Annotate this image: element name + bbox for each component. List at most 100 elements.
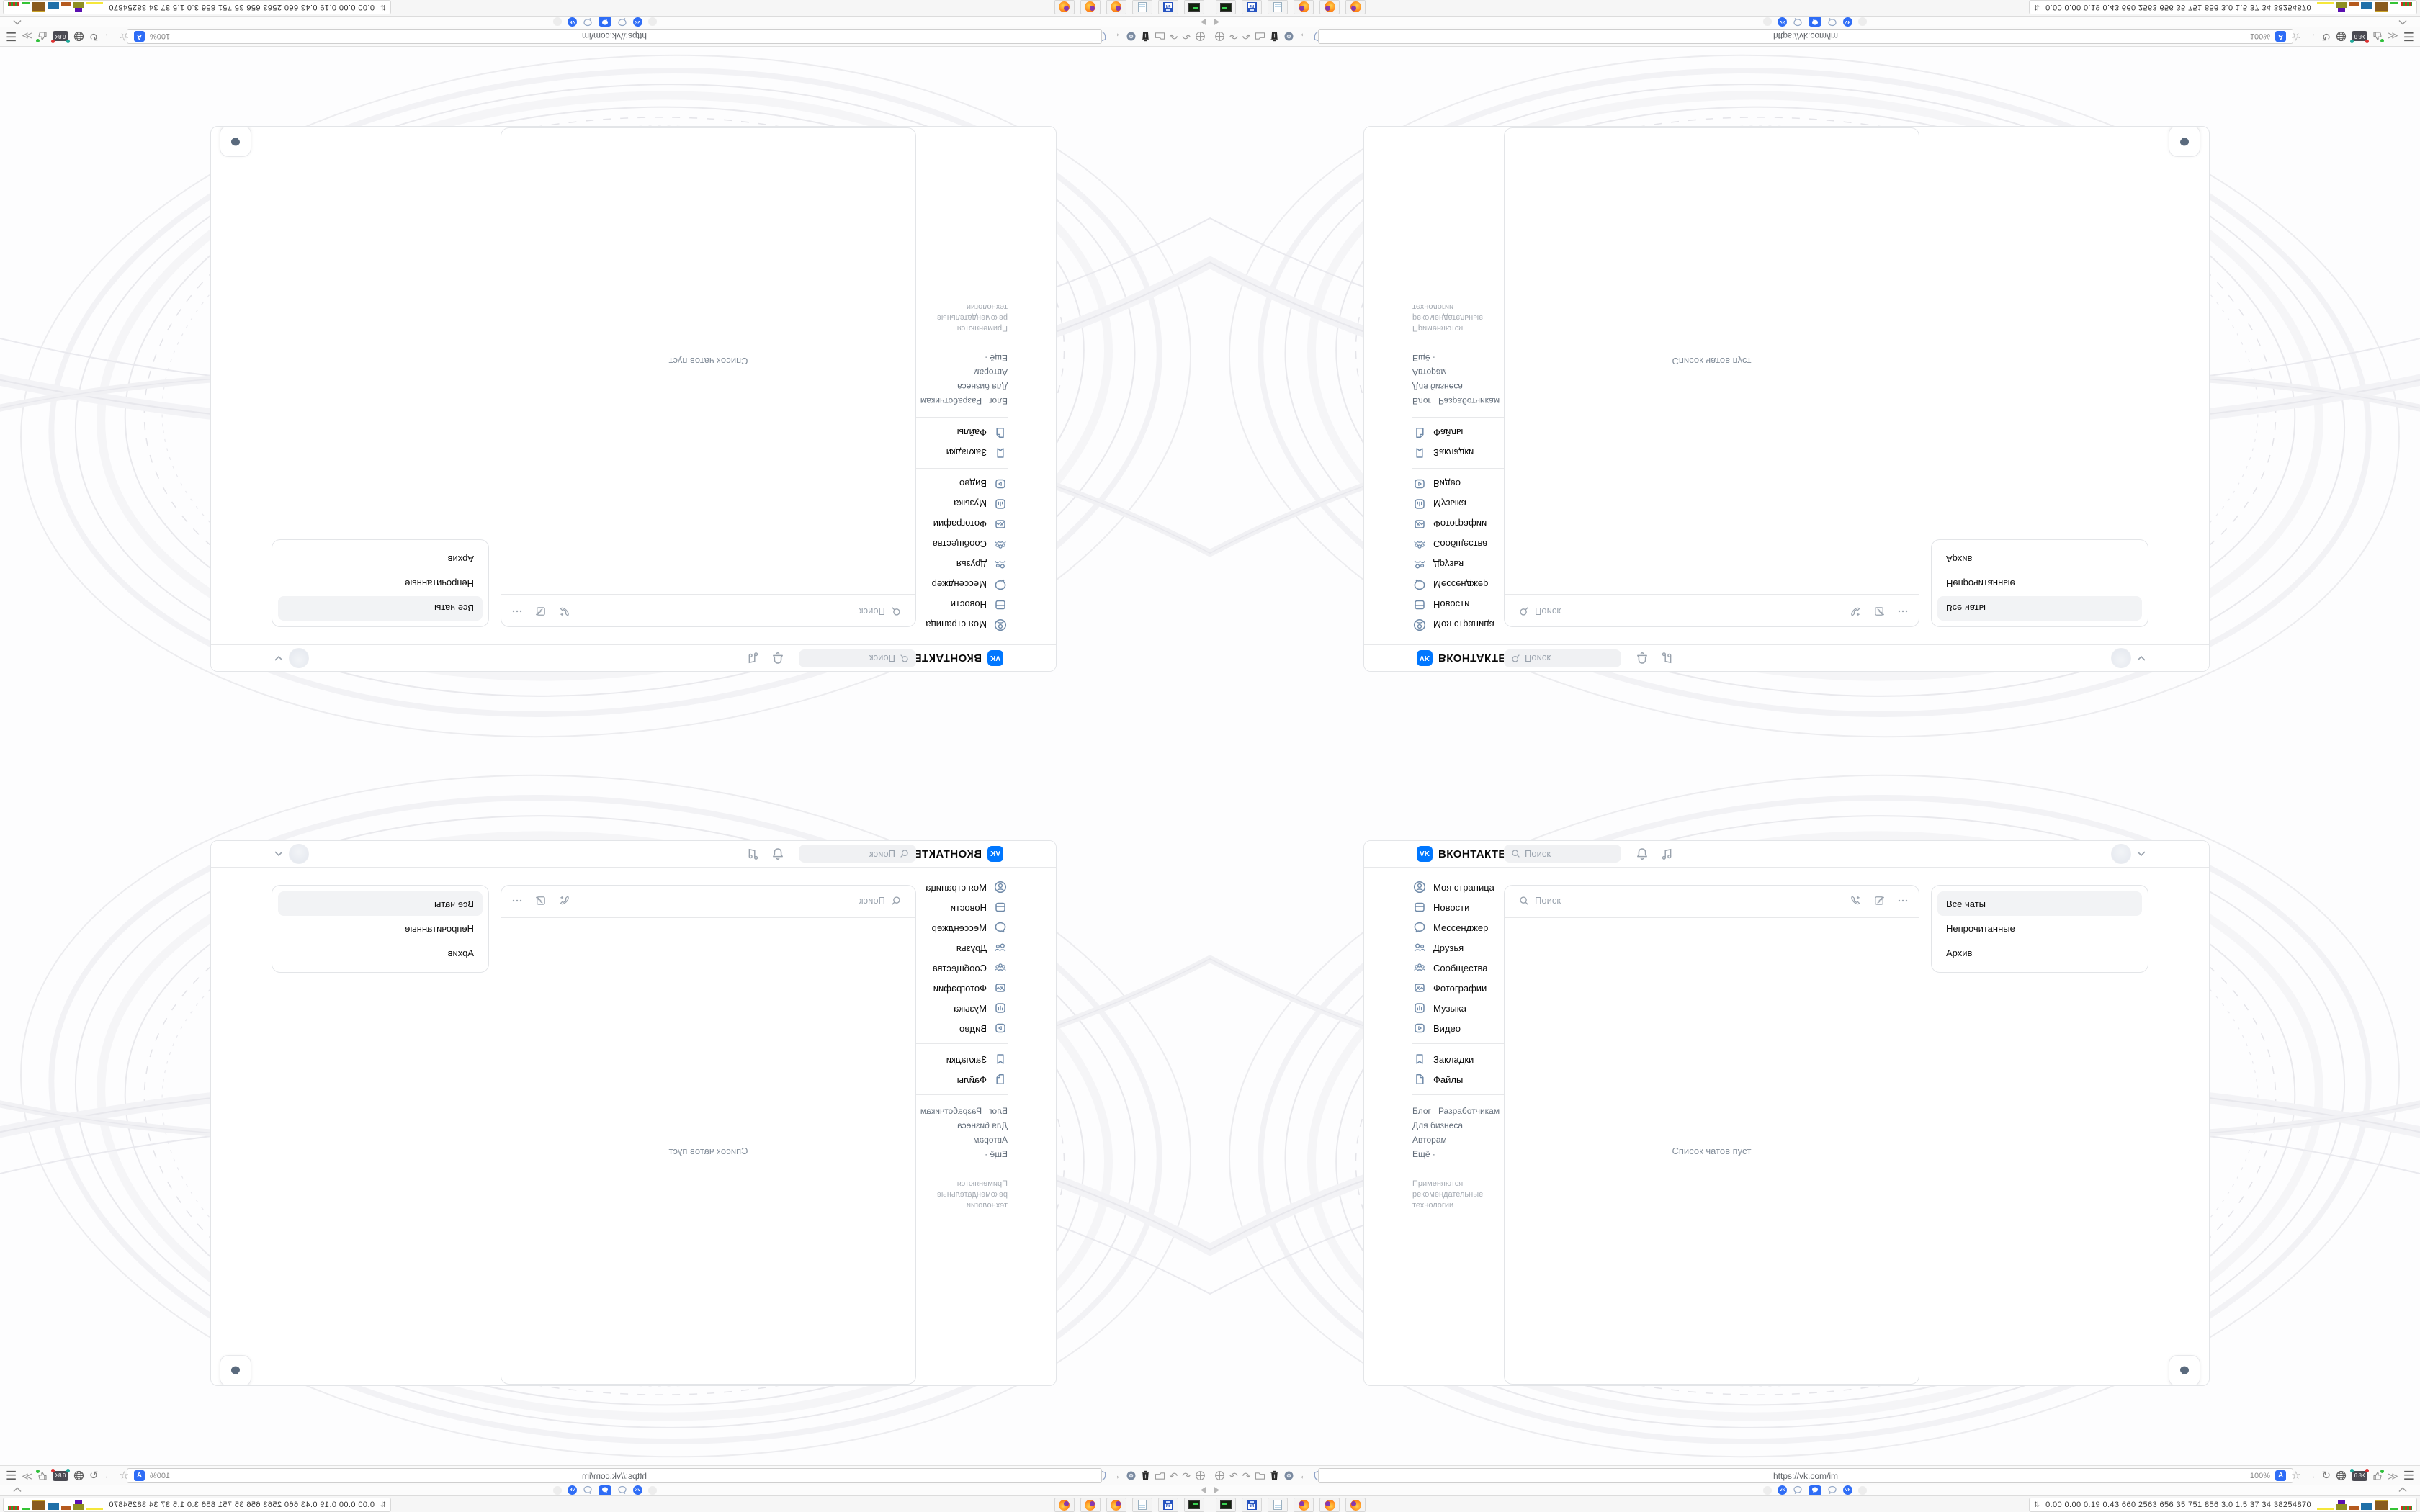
taskbar-firefox-button[interactable]: [1345, 1498, 1366, 1512]
filter-archive[interactable]: Архив: [1946, 554, 1973, 565]
tab-favicon-vk[interactable]: vk: [1843, 17, 1852, 27]
undo-icon[interactable]: ↶: [1229, 30, 1238, 42]
header-search-input[interactable]: Поиск: [799, 649, 916, 667]
new-call-icon[interactable]: [1850, 606, 1862, 618]
filter-archive[interactable]: Архив: [1946, 947, 1973, 958]
profile-avatar[interactable]: [289, 648, 309, 668]
tab-favicon-vk[interactable]: vk: [1843, 1485, 1852, 1495]
trash-icon[interactable]: [1141, 1470, 1150, 1481]
compose-icon[interactable]: [534, 894, 547, 906]
compose-icon[interactable]: [1873, 894, 1886, 906]
footer-link-authors[interactable]: Авторам: [973, 367, 1008, 377]
vk-brand-title[interactable]: ВКОНТАКТЕ: [914, 652, 982, 664]
compose-icon[interactable]: [1873, 606, 1886, 618]
filter-unread[interactable]: Непрочитанные: [405, 922, 474, 934]
redo-icon[interactable]: ↷: [1242, 1470, 1251, 1482]
address-bar[interactable]: https://vk.com/im: [1318, 29, 2293, 44]
extension-thumb-icon[interactable]: [2372, 32, 2385, 43]
adblock-badge-icon[interactable]: 6.8K: [50, 31, 70, 44]
taskbar-firefox-button[interactable]: [1080, 1498, 1101, 1512]
profile-avatar[interactable]: [2111, 844, 2131, 864]
tab-favicon-dim[interactable]: [648, 1485, 657, 1495]
collapse-chevron-icon[interactable]: [13, 19, 22, 25]
tab-favicon-chat[interactable]: [617, 1485, 627, 1495]
sidebar-item-communities[interactable]: Сообщества: [913, 958, 1008, 978]
filter-all-chats[interactable]: Все чаты: [278, 891, 483, 916]
zoom-level-label[interactable]: 100%: [2249, 32, 2271, 41]
more-options-icon[interactable]: [1897, 895, 1909, 906]
bookmark-star-icon[interactable]: ☆: [2291, 1470, 2301, 1482]
compass-icon[interactable]: [1214, 31, 1225, 42]
back-arrow-icon[interactable]: ←: [1110, 1470, 1121, 1482]
tab-favicon-vk[interactable]: vk: [568, 17, 577, 27]
sidebar-item-bookmarks[interactable]: Закладки: [913, 443, 1008, 463]
privacy-shield-icon[interactable]: [1126, 1470, 1137, 1481]
sidebar-item-photos[interactable]: Фотографии: [913, 978, 1008, 998]
sidebar-item-messenger[interactable]: Мессенджер: [1412, 575, 1507, 595]
tab-favicon-selected[interactable]: [1809, 1485, 1821, 1495]
collapse-chevron-icon[interactable]: [2398, 1487, 2407, 1493]
menu-hamburger-icon[interactable]: ☰: [6, 30, 17, 43]
footer-link-more[interactable]: Ещё ·: [985, 1149, 1008, 1159]
sidebar-item-messenger[interactable]: Мессенджер: [913, 917, 1008, 937]
tab-favicon-selected[interactable]: [599, 1485, 611, 1495]
footer-link-developers[interactable]: Разработчикам: [1438, 1106, 1500, 1116]
translate-icon[interactable]: A: [2275, 1470, 2287, 1481]
reload-icon[interactable]: ↻: [2321, 1470, 2331, 1482]
tab-favicon-dim[interactable]: [1858, 1485, 1867, 1495]
tab-favicon-vk[interactable]: vk: [633, 1485, 642, 1495]
folder-icon[interactable]: [1155, 32, 1165, 41]
forward-arrow-icon[interactable]: →: [2305, 30, 2317, 42]
sidebar-item-friends[interactable]: Друзья: [913, 937, 1008, 958]
filter-archive[interactable]: Архив: [447, 554, 474, 565]
taskbar-firefox-button[interactable]: [1319, 0, 1340, 14]
reload-icon[interactable]: ↻: [89, 1470, 99, 1482]
sidebar-item-photos[interactable]: Фотографии: [1412, 978, 1507, 998]
zoom-level-label[interactable]: 100%: [2249, 1471, 2271, 1480]
vk-brand-title[interactable]: ВКОНТАКТЕ: [1438, 848, 1506, 860]
undo-icon[interactable]: ↶: [1229, 1470, 1238, 1482]
filter-all-chats[interactable]: Все чаты: [1937, 596, 2142, 621]
folder-icon[interactable]: [1255, 32, 1265, 41]
footer-link-authors[interactable]: Авторам: [973, 1135, 1008, 1145]
reload-icon[interactable]: ↻: [2321, 30, 2331, 42]
taskbar-notepad-button[interactable]: [1132, 1498, 1152, 1512]
taskbar-firefox-button[interactable]: [1294, 0, 1314, 14]
tab-favicon-chat[interactable]: [617, 17, 627, 27]
tab-favicon-chat[interactable]: [1793, 17, 1803, 27]
taskbar-c64-button[interactable]: 64: [1242, 0, 1262, 14]
taskbar-firefox-button[interactable]: [1319, 1498, 1340, 1512]
vk-logo[interactable]: VK: [987, 650, 1003, 666]
profile-avatar[interactable]: [2111, 648, 2131, 668]
sidebar-item-video[interactable]: Видео: [913, 1018, 1008, 1038]
bookmark-star-icon[interactable]: ☆: [119, 1470, 129, 1482]
play-sidebar-icon[interactable]: [1200, 18, 1207, 26]
sidebar-item-bookmarks[interactable]: Закладки: [1412, 1049, 1507, 1069]
sidebar-item-music[interactable]: Музыка: [913, 494, 1008, 514]
tab-favicon-chat[interactable]: [583, 17, 593, 27]
taskbar-terminal-button[interactable]: [1216, 0, 1236, 14]
zoom-level-label[interactable]: 100%: [149, 32, 171, 41]
menu-hamburger-icon[interactable]: ☰: [6, 1469, 17, 1482]
taskbar-firefox-button[interactable]: [1106, 1498, 1126, 1512]
taskbar-notepad-button[interactable]: [1268, 0, 1288, 14]
tab-favicon-vk[interactable]: vk: [1778, 17, 1787, 27]
taskbar-notepad-button[interactable]: [1132, 0, 1152, 14]
sidebar-item-bookmarks[interactable]: Закладки: [913, 1049, 1008, 1069]
sidebar-item-video[interactable]: Видео: [913, 474, 1008, 494]
sidebar-item-messenger[interactable]: Мессенджер: [913, 575, 1008, 595]
sidebar-item-files[interactable]: Файлы: [913, 1069, 1008, 1089]
chat-search-input[interactable]: Поиск: [859, 895, 901, 906]
taskbar-firefox-button[interactable]: [1080, 0, 1101, 14]
extension-thumb-icon[interactable]: [35, 1469, 48, 1481]
sidebar-item-news[interactable]: Новости: [913, 595, 1008, 615]
globe-icon[interactable]: [73, 1470, 84, 1481]
address-bar[interactable]: https://vk.com/im: [1318, 1468, 2293, 1483]
support-chat-button[interactable]: [2169, 1355, 2200, 1385]
collapse-chevron-icon[interactable]: [13, 1487, 22, 1493]
sidebar-item-communities[interactable]: Сообщества: [1412, 958, 1507, 978]
sidebar-item-friends[interactable]: Друзья: [1412, 554, 1507, 575]
forward-arrow-icon[interactable]: →: [2305, 1470, 2317, 1482]
translate-icon[interactable]: A: [133, 31, 145, 42]
more-options-icon[interactable]: [511, 606, 523, 618]
